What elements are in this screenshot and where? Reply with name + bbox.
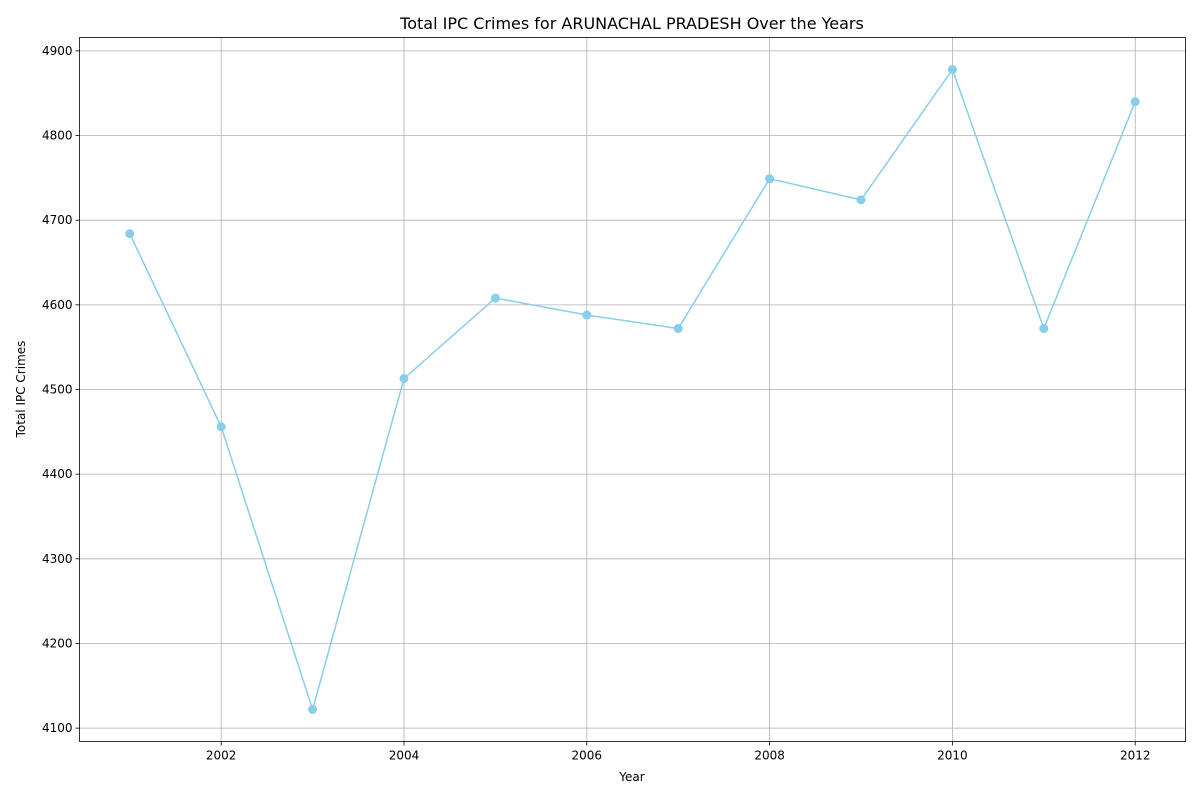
data-point	[582, 310, 592, 320]
data-point	[490, 293, 500, 303]
y-tick-label: 4100	[42, 721, 73, 735]
x-tick-label: 2004	[389, 749, 420, 763]
y-tick-label: 4600	[42, 298, 73, 312]
y-axis-label: Total IPC Crimes	[14, 341, 28, 439]
y-tick-label: 4500	[42, 383, 73, 397]
data-point	[1039, 324, 1049, 334]
data-point	[308, 705, 318, 714]
data-point	[765, 174, 775, 184]
y-tick-label: 4900	[42, 44, 73, 58]
x-axis-label: Year	[618, 770, 644, 784]
tick-layer: 2002 2004 2006 2008 2010 2012 4100 4200 4300 4400…	[42, 44, 1151, 763]
series-layer	[125, 65, 1140, 714]
data-point	[216, 422, 226, 432]
y-tick-label: 4400	[42, 467, 73, 481]
data-point	[125, 229, 135, 239]
data-point	[1130, 97, 1140, 107]
series-line	[129, 67, 1136, 713]
x-tick-label: 2012	[1120, 749, 1151, 763]
y-tick-label: 4300	[42, 552, 73, 566]
data-point	[856, 195, 866, 205]
y-tick-label: 4200	[42, 636, 73, 650]
data-point	[399, 373, 409, 383]
x-tick-label: 2002	[206, 749, 237, 763]
data-point	[673, 324, 683, 334]
x-tick-label: 2010	[937, 749, 968, 763]
chart-title: Total IPC Crimes for ARUNACHAL PRADESH O…	[399, 14, 864, 33]
x-tick-label: 2006	[572, 749, 603, 763]
grid-layer	[79, 37, 1186, 742]
x-tick-label: 2008	[754, 749, 785, 763]
data-point	[947, 65, 957, 74]
y-tick-label: 4700	[42, 213, 73, 227]
y-tick-label: 4800	[42, 129, 73, 143]
